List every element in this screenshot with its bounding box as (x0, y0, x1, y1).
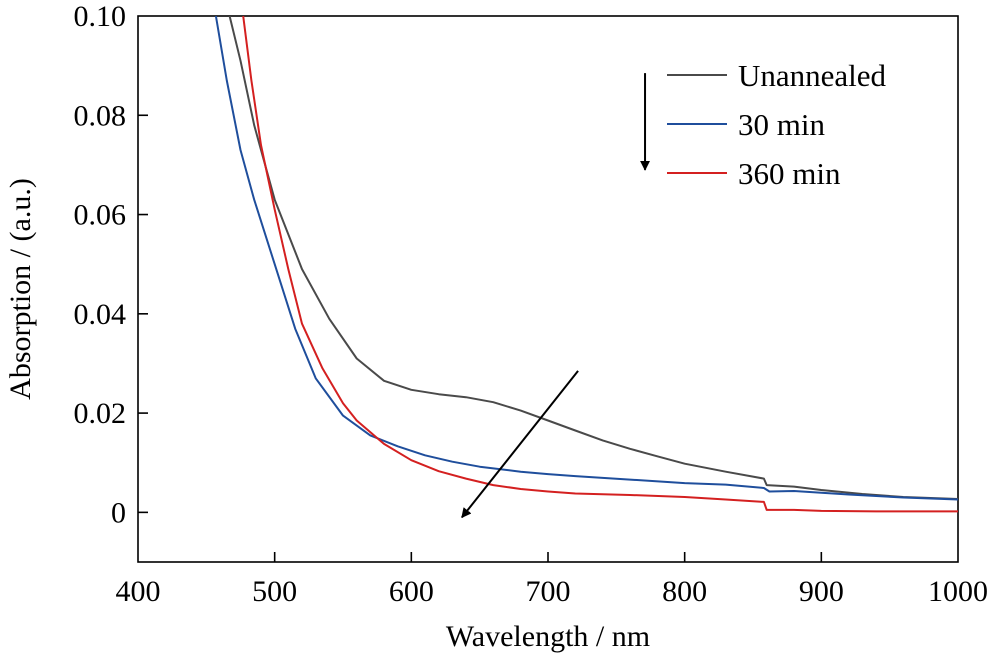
y-tick-label: 0.04 (74, 298, 127, 331)
series-line-30-min (214, 16, 958, 501)
x-axis-label: Wavelength / nm (446, 620, 650, 653)
x-tick-label: 600 (389, 575, 434, 608)
annotation-layer (461, 73, 651, 519)
x-axis-ticks: 400 500 600 700 800 900 1000 (116, 552, 988, 608)
y-axis-ticks: 0 0.02 0.04 0.06 0.08 0.10 (74, 0, 148, 529)
legend-label: Unannealed (738, 58, 887, 93)
series-line-360-min (242, 16, 958, 513)
y-axis-label: Absorption / (a.u.) (4, 178, 37, 400)
series-line-unannealed (228, 16, 958, 500)
plot-frame (137, 15, 959, 563)
y-tick-label: 0.08 (74, 99, 127, 132)
series-layer (214, 16, 958, 513)
y-tick-label: 0 (111, 496, 126, 529)
legend: Unannealed 30 min 360 min (667, 58, 887, 191)
legend-label: 360 min (738, 156, 841, 191)
legend-label: 30 min (738, 107, 825, 142)
x-tick-label: 400 (116, 575, 161, 608)
x-tick-label: 900 (799, 575, 844, 608)
x-tick-label: 1000 (928, 575, 988, 608)
trend-arrow (461, 370, 579, 519)
y-tick-label: 0.06 (74, 199, 127, 232)
x-tick-label: 500 (252, 575, 297, 608)
y-tick-label: 0.10 (74, 0, 127, 33)
y-tick-label: 0.02 (74, 397, 127, 430)
x-tick-label: 700 (526, 575, 571, 608)
x-tick-label: 800 (662, 575, 707, 608)
